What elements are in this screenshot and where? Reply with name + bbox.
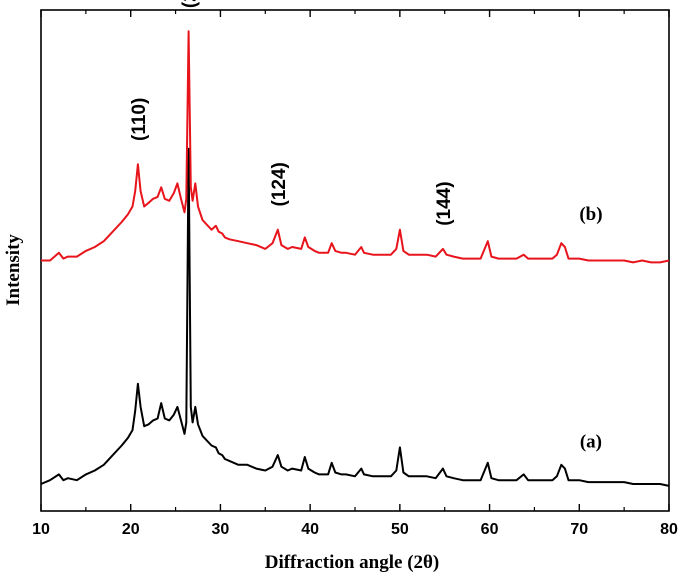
x-tick-label: 50: [391, 521, 409, 538]
x-tick-label: 80: [660, 521, 678, 538]
series-line-b: [41, 30, 670, 264]
x-tick-label: 10: [32, 521, 50, 538]
peak-label: (110): [129, 98, 150, 141]
peak-annotations: (110) (210) (124) (144) (b) (a): [129, 0, 603, 452]
series-line-a: [40, 147, 670, 487]
peak-label: (124): [269, 162, 290, 206]
curve-label: (a): [580, 431, 602, 452]
peak-label: (144): [434, 181, 455, 225]
x-axis-title: Diffraction angle (2θ): [265, 552, 440, 573]
peak-label: (210): [180, 0, 201, 8]
x-tick-label: 30: [212, 521, 230, 538]
x-tick-label: 60: [481, 521, 499, 538]
plot-area: [40, 9, 670, 512]
curve-label: (b): [579, 204, 602, 225]
curves: [40, 30, 670, 487]
x-tick-label: 70: [570, 521, 588, 538]
plot-frame: [40, 9, 670, 512]
x-tick-label: 40: [301, 521, 319, 538]
x-tick-label: 20: [122, 521, 140, 538]
y-axis-title: Intensity: [3, 234, 24, 306]
x-axis-ticks: 10 20 30 40 50 60 70 80: [32, 10, 678, 538]
